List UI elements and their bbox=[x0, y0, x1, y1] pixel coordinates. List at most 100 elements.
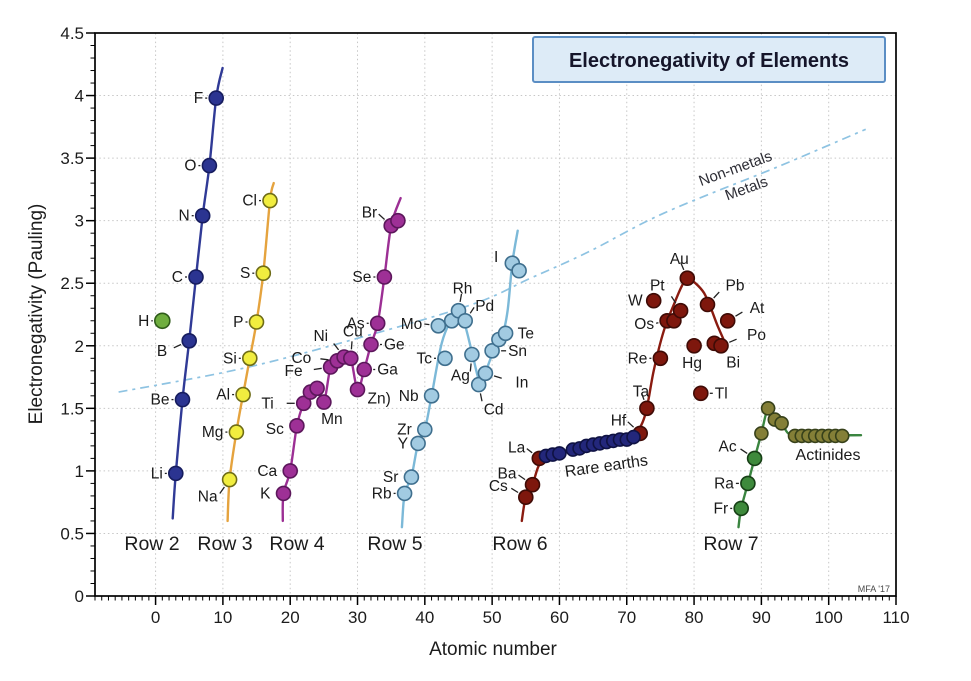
data-point-As bbox=[369, 315, 386, 332]
element-label-Tl: Tl bbox=[715, 385, 728, 402]
row-label-row-5: Row 5 bbox=[367, 533, 422, 555]
point-leaders bbox=[151, 97, 748, 510]
data-point-O bbox=[201, 157, 218, 174]
metals-divider-dashed-line bbox=[118, 128, 867, 393]
data-points bbox=[154, 90, 850, 517]
element-label-At: At bbox=[750, 300, 765, 317]
label-leader-Au bbox=[680, 262, 685, 271]
x-tick-label: 0 bbox=[151, 608, 160, 627]
element-label-P: P bbox=[233, 314, 243, 331]
label-leader-Pb bbox=[713, 291, 720, 299]
element-label-Pb: Pb bbox=[726, 278, 745, 295]
element-label-Hf: Hf bbox=[611, 412, 627, 429]
element-label-Nb: Nb bbox=[399, 388, 419, 405]
element-label-Mn: Mn bbox=[321, 411, 343, 428]
element-label-H: H bbox=[138, 313, 149, 330]
row-labels: Row 2 Row 3 Row 4 Row 5 Row 6 Row 7 bbox=[124, 533, 758, 555]
data-point-Sn bbox=[484, 342, 500, 359]
element-label-Zr: Zr bbox=[397, 422, 412, 439]
data-point-Tc bbox=[437, 350, 453, 367]
element-label-Si: Si bbox=[223, 350, 237, 367]
label-leader-La bbox=[526, 448, 533, 454]
x-tick-label: 70 bbox=[617, 608, 636, 627]
label-leader-Po bbox=[729, 338, 737, 343]
element-label-W: W bbox=[628, 293, 643, 310]
data-point-Se bbox=[376, 269, 393, 285]
label-leader-Cu bbox=[350, 341, 353, 350]
data-point-W bbox=[645, 292, 662, 309]
data-point-Pt bbox=[672, 302, 689, 319]
data-point-F bbox=[208, 90, 224, 106]
element-label-Tc: Tc bbox=[417, 350, 433, 367]
element-label-Te: Te bbox=[518, 325, 534, 342]
label-leader-In bbox=[493, 375, 502, 379]
data-point-Au bbox=[679, 270, 696, 287]
element-label-Na: Na bbox=[198, 489, 218, 506]
data-point-N bbox=[194, 207, 211, 224]
chart-title: Electronegativity of Elements bbox=[569, 50, 849, 72]
element-label-Cl: Cl bbox=[242, 193, 257, 210]
data-point-Cu bbox=[342, 350, 359, 367]
element-label-Rb: Rb bbox=[372, 485, 392, 502]
data-point-Be bbox=[174, 391, 191, 408]
element-label-Sr: Sr bbox=[383, 469, 399, 486]
label-leader-Na bbox=[219, 486, 225, 494]
y-tick-label: 3.5 bbox=[60, 149, 84, 168]
label-leader-Rh bbox=[459, 293, 463, 303]
data-point-Na bbox=[221, 471, 238, 488]
element-label-Re: Re bbox=[628, 350, 648, 367]
data-point-Zr bbox=[416, 421, 433, 438]
y-tick-label: 1 bbox=[75, 462, 84, 481]
label-leader-Ac bbox=[740, 448, 748, 454]
element-label-Ga: Ga bbox=[377, 362, 398, 379]
element-label-Al: Al bbox=[216, 387, 230, 404]
data-point-H bbox=[154, 312, 171, 330]
element-label-C: C bbox=[172, 269, 183, 286]
label-leader-Br bbox=[378, 213, 386, 220]
data-point-Sc bbox=[289, 417, 305, 434]
element-label-Bi: Bi bbox=[726, 354, 740, 371]
element-label-Y: Y bbox=[398, 435, 408, 452]
label-leader-At bbox=[735, 311, 743, 317]
x-tick-label: 20 bbox=[281, 608, 300, 627]
data-point-S bbox=[255, 265, 272, 282]
title-box bbox=[532, 36, 886, 83]
data-point-Ac bbox=[746, 450, 763, 467]
data-point-Ti bbox=[295, 395, 312, 412]
element-label-Hg: Hg bbox=[682, 355, 702, 372]
element-label-Mg: Mg bbox=[202, 424, 224, 441]
data-point-Ba bbox=[524, 476, 541, 493]
data-point-Po bbox=[713, 337, 729, 354]
label-leader-B bbox=[173, 343, 182, 349]
data-point-Ge bbox=[363, 336, 379, 353]
row-label-row-4: Row 4 bbox=[269, 533, 324, 555]
axis-ticks bbox=[86, 32, 897, 605]
element-label-Ti: Ti bbox=[261, 395, 273, 412]
element-label-Co: Co bbox=[291, 350, 311, 367]
element-label-N: N bbox=[178, 208, 189, 225]
element-label-Fe: Fe bbox=[285, 363, 303, 380]
data-point-Nb bbox=[423, 387, 440, 404]
label-leader-Co bbox=[320, 358, 329, 361]
data-point-Mo bbox=[430, 317, 447, 334]
data-point-Mg bbox=[228, 424, 245, 440]
element-label-As: As bbox=[347, 315, 365, 332]
element-label-Ca: Ca bbox=[257, 463, 277, 480]
y-tick-label: 2 bbox=[75, 337, 84, 356]
label-leader-Ba bbox=[518, 474, 526, 481]
y-tick-label: 4.5 bbox=[60, 24, 84, 43]
label-leader-Fe bbox=[313, 367, 322, 371]
element-label-Be: Be bbox=[151, 392, 170, 409]
x-tick-label: 80 bbox=[685, 608, 704, 627]
element-label-Sn: Sn bbox=[508, 343, 527, 360]
element-label-Os: Os bbox=[634, 316, 654, 333]
data-point-Pa bbox=[760, 400, 776, 416]
label-leader-Mo bbox=[424, 323, 430, 326]
data-point-Hg bbox=[686, 337, 702, 354]
data-point-Np bbox=[774, 415, 789, 431]
x-tick-label: 30 bbox=[348, 608, 367, 627]
